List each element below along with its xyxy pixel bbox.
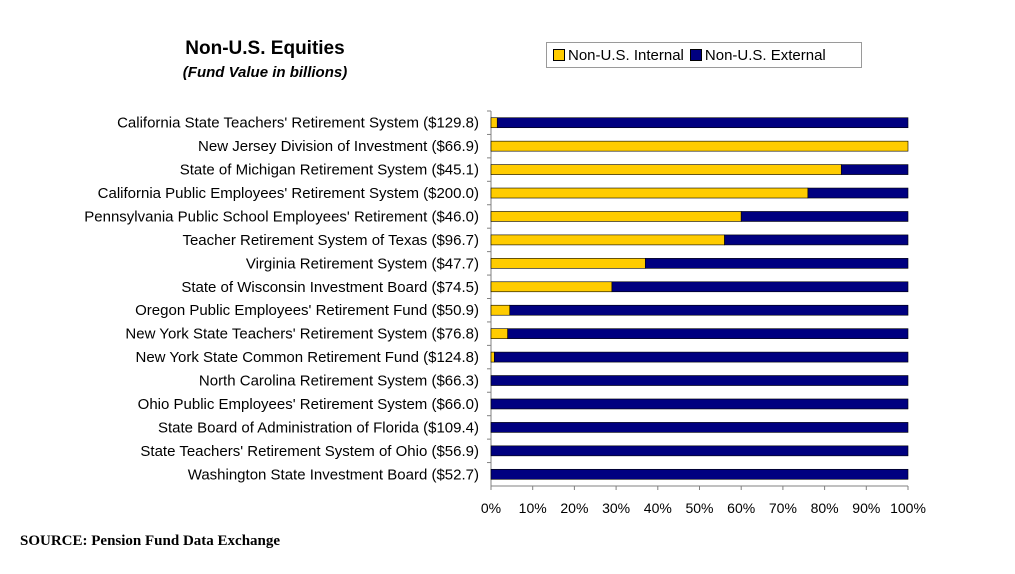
x-tick-label: 90% <box>852 500 880 516</box>
bar-external <box>490 422 909 433</box>
category-label: North Carolina Retirement System ($66.3) <box>199 373 479 390</box>
bar-internal <box>490 187 809 199</box>
x-tick-label: 10% <box>519 500 547 516</box>
category-label: Virginia Retirement System ($47.7) <box>246 255 479 272</box>
category-label: State Board of Administration of Florida… <box>158 419 479 436</box>
bar-internal <box>490 351 495 363</box>
category-label: Oregon Public Employees' Retirement Fund… <box>135 302 479 319</box>
category-label: New York State Teachers' Retirement Syst… <box>125 326 479 343</box>
x-tick-label: 30% <box>602 500 630 516</box>
bar-external <box>490 468 909 480</box>
x-tick-label: 80% <box>811 500 839 516</box>
category-label: State of Wisconsin Investment Board ($74… <box>181 279 479 296</box>
bar-external <box>840 164 909 175</box>
category-label: State of Michigan Retirement System ($45… <box>180 162 479 179</box>
x-tick-label: 40% <box>644 500 672 516</box>
legend: Non-U.S. Internal Non-U.S. External <box>546 42 862 68</box>
bar-external <box>509 304 909 316</box>
category-label: Ohio Public Employees' Retirement System… <box>138 396 479 413</box>
legend-swatch-external <box>689 49 702 61</box>
legend-label-external: Non-U.S. External <box>704 46 826 64</box>
source-note: SOURCE: Pension Fund Data Exchange <box>20 533 281 549</box>
bar-internal <box>490 117 498 129</box>
bar-external <box>611 281 909 293</box>
category-label: California State Teachers' Retirement Sy… <box>117 115 479 132</box>
bar-external <box>490 375 909 386</box>
bar-internal <box>490 304 511 316</box>
bar-external <box>724 234 909 246</box>
category-label: New York State Common Retirement Fund ($… <box>136 349 480 366</box>
x-tick-label: 50% <box>685 500 713 516</box>
legend-item-internal: Non-U.S. Internal <box>553 47 684 64</box>
x-tick-label: 0% <box>481 500 501 516</box>
bar-internal <box>490 258 646 269</box>
bar-external <box>740 211 909 222</box>
category-label: Pennsylvania Public School Employees' Re… <box>84 208 479 225</box>
bar-external <box>490 445 909 457</box>
bar-internal <box>490 164 842 175</box>
legend-label-internal: Non-U.S. Internal <box>568 46 684 64</box>
legend-swatch-internal <box>553 49 565 61</box>
bar-internal <box>490 234 725 246</box>
category-label: Teacher Retirement System of Texas ($96.… <box>182 232 479 249</box>
bar-external <box>496 117 909 129</box>
bar-external <box>490 398 909 410</box>
category-label: New Jersey Division of Investment ($66.9… <box>198 138 479 155</box>
bar-external <box>807 187 909 199</box>
category-label: State Teachers' Retirement System of Ohi… <box>140 443 479 460</box>
chart-subtitle: (Fund Value in billions) <box>182 64 348 81</box>
x-tick-label: 70% <box>769 500 797 516</box>
x-tick-label: 60% <box>727 500 755 516</box>
x-tick-label: 20% <box>560 500 588 516</box>
category-label: California Public Employees' Retirement … <box>98 185 479 202</box>
bar-external <box>507 328 909 339</box>
legend-item-external: Non-U.S. External <box>689 46 826 64</box>
category-label: Washington State Investment Board ($52.7… <box>188 466 479 483</box>
x-tick-label: 100% <box>890 500 926 516</box>
bar-internal <box>490 211 742 222</box>
bar-external <box>494 351 909 363</box>
bar-internal <box>490 140 909 152</box>
bar-internal <box>490 328 508 339</box>
bar-internal <box>490 281 613 293</box>
chart-title: Non-U.S. Equities <box>185 38 345 59</box>
bar-external <box>644 258 909 269</box>
